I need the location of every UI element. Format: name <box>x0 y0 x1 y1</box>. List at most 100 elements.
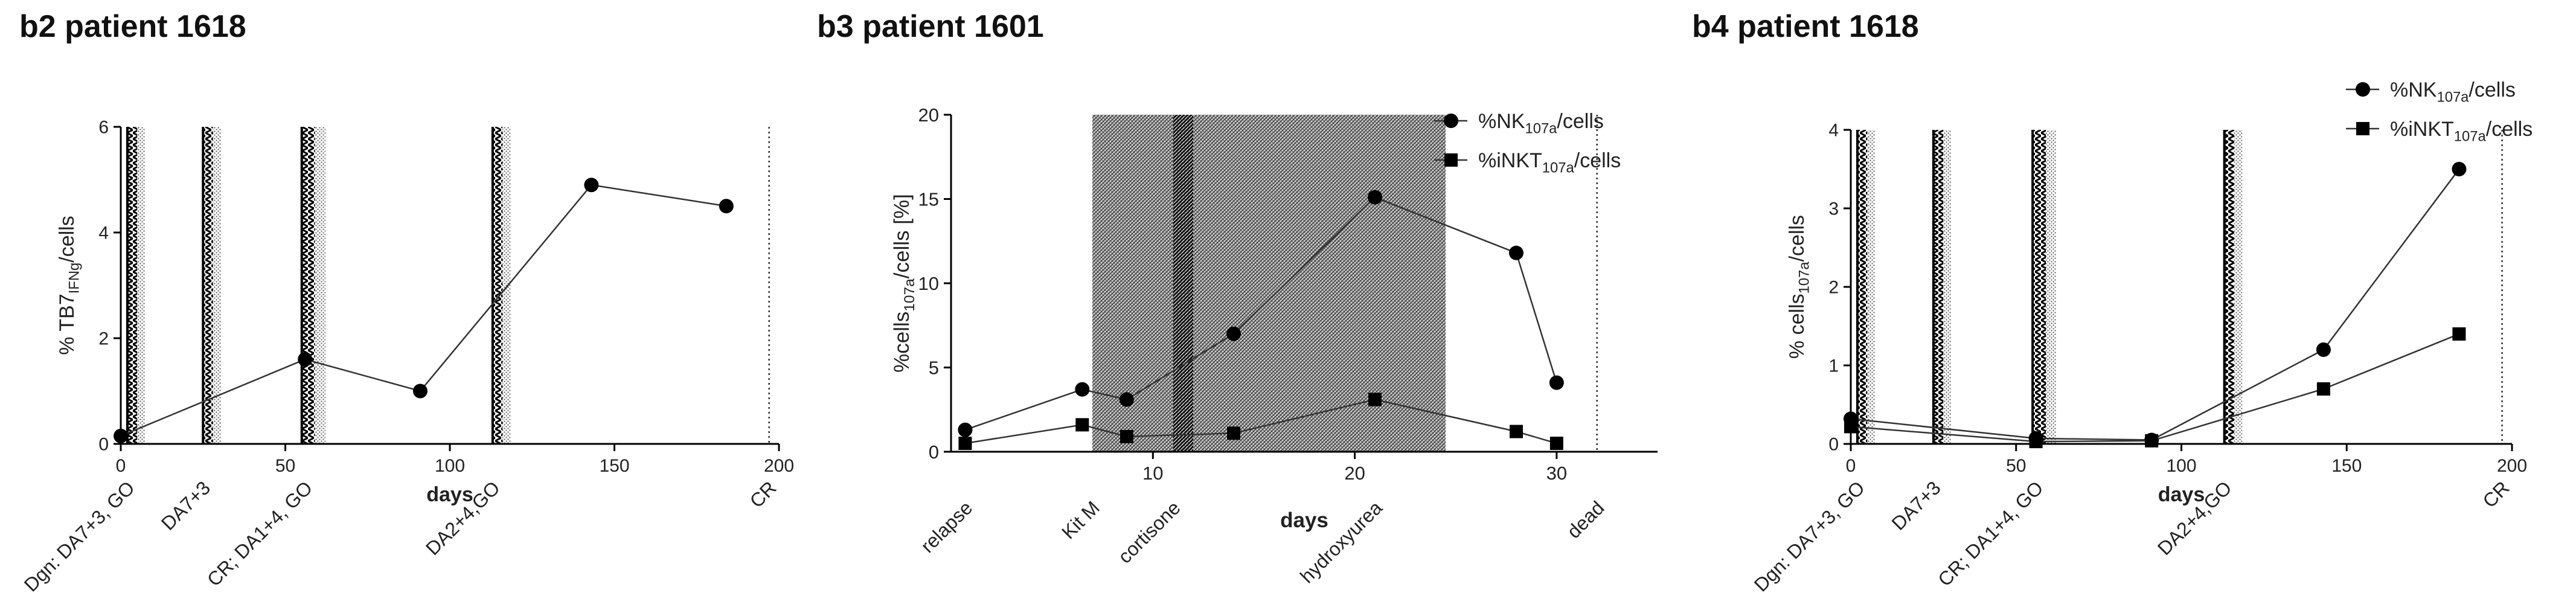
treatment-band-marker <box>301 127 315 444</box>
event-label: CR <box>745 477 780 512</box>
treatment-band-marker <box>127 127 138 444</box>
data-point-circle <box>719 199 734 214</box>
x-tick-label: 20 <box>1344 463 1365 484</box>
data-point-square <box>958 437 972 451</box>
event-label: cortisone <box>1113 496 1184 567</box>
x-axis-title: days <box>1280 509 1328 532</box>
data-point-circle <box>1075 382 1090 397</box>
y-tick-label: 4 <box>98 223 109 243</box>
data-point-circle <box>2316 342 2331 357</box>
legend-label: %NK107a/cells <box>1478 110 1604 137</box>
data-point-square <box>1227 426 1240 440</box>
treatment-band-marker <box>2033 130 2046 444</box>
data-point-circle <box>2452 162 2467 176</box>
data-point-square <box>1120 429 1133 443</box>
y-tick-label: 0 <box>929 441 939 463</box>
x-tick-label: 200 <box>764 456 794 476</box>
x-tick-label: 150 <box>2331 456 2362 476</box>
event-label: CR; DA1+4, GO <box>1934 477 2047 590</box>
treatment-band <box>1092 115 1446 452</box>
x-tick-label: 200 <box>2497 456 2527 476</box>
treatment-band-dotted <box>1943 130 1952 444</box>
data-point-circle <box>298 352 313 367</box>
y-axis-title: %cells107a/cells [%] <box>890 194 918 373</box>
x-tick-label: 150 <box>599 456 629 476</box>
data-point-square <box>1844 420 1857 434</box>
data-point-square <box>1368 393 1382 406</box>
y-tick-label: 2 <box>98 329 109 349</box>
treatment-band-marker <box>203 127 213 444</box>
event-label: dead <box>1563 496 1609 542</box>
treatment-band-dense <box>1173 115 1194 452</box>
chart-panel-1: 0 2 4 6 0 50 100 150 200 days % TB7IFNg/cells Dgn: … <box>20 118 794 596</box>
treatment-band-dotted <box>2046 130 2057 444</box>
event-label: relapse <box>917 496 977 557</box>
data-point-circle <box>1509 245 1523 260</box>
data-point-square <box>1510 425 1523 438</box>
data-point-square <box>1549 437 1563 451</box>
panel-title-b2: b2 patient 1618 <box>19 9 246 44</box>
data-point-circle <box>412 384 428 399</box>
data-point-circle <box>1226 326 1241 341</box>
event-label: Dgn: DA7+3, GO <box>20 477 139 595</box>
x-tick-label: 0 <box>1846 456 1856 476</box>
y-tick-label: 10 <box>918 273 939 294</box>
y-tick-label: 5 <box>929 357 939 378</box>
y-tick-label: 4 <box>1828 121 1839 141</box>
x-tick-label: 50 <box>2006 456 2026 476</box>
event-label: Dgn: DA7+3, GO <box>1750 477 1869 595</box>
legend-marker-square <box>1444 153 1458 167</box>
event-label: CR <box>2478 477 2513 512</box>
x-tick-label: 0 <box>116 456 126 476</box>
legend-marker-square <box>2356 122 2369 135</box>
data-point-square <box>2452 327 2466 341</box>
legend-label: %iNKT107a/cells <box>2390 118 2533 145</box>
data-point-square <box>1075 418 1089 432</box>
treatment-band-marker <box>2224 130 2235 444</box>
legend-marker-circle <box>1444 114 1458 128</box>
x-axis-title: days <box>2158 483 2205 506</box>
y-axis-title: % cells107a/cells <box>1786 215 1813 359</box>
y-tick-label: 15 <box>918 188 939 210</box>
data-point-square <box>2145 434 2159 448</box>
event-label: DA7+3 <box>157 477 214 534</box>
treatment-band-dotted <box>2234 130 2243 444</box>
treatment-band-marker <box>1857 130 1868 444</box>
panel-title-b3: b3 patient 1601 <box>817 9 1044 44</box>
legend-label: %iNKT107a/cells <box>1478 149 1621 176</box>
x-tick-label: 30 <box>1546 463 1567 484</box>
data-point-circle <box>584 178 599 193</box>
y-tick-label: 6 <box>98 118 109 138</box>
treatment-band-dotted <box>315 127 325 444</box>
data-point-circle <box>114 428 128 443</box>
data-point-square <box>2029 435 2043 449</box>
y-tick-label: 2 <box>1828 278 1839 298</box>
y-tick-label: 3 <box>1828 199 1839 219</box>
treatment-band-marker <box>1933 130 1944 444</box>
treatment-band-marker <box>492 127 503 444</box>
chart-panel-2: 0 5 10 15 20 10 20 30 days %cells107a/cells [%] re… <box>890 104 1658 587</box>
y-axis-title: % TB7IFNg/cells <box>56 216 83 355</box>
event-label: CR; DA1+4, GO <box>203 477 316 590</box>
treatment-band-dotted <box>213 127 221 444</box>
treatment-band-dotted <box>502 127 511 444</box>
data-point-circle <box>1119 392 1134 407</box>
y-tick-label: 20 <box>918 104 939 126</box>
event-label: Kit M <box>1057 496 1104 543</box>
data-point-square <box>2316 382 2330 396</box>
legend-marker-circle <box>2356 82 2370 97</box>
x-axis-title: days <box>426 483 473 506</box>
data-point-circle <box>1549 375 1564 390</box>
event-label: DA7+3 <box>1888 477 1945 534</box>
treatment-band-dotted <box>1867 130 1876 444</box>
chart-panel-3: 0 1 2 3 4 0 50 100 150 200 days % cells107a/cells Dg… <box>1750 79 2533 596</box>
treatment-band-dotted <box>137 127 146 444</box>
data-point-circle <box>1368 190 1382 205</box>
data-point-circle <box>958 422 973 437</box>
x-tick-label: 100 <box>2166 456 2196 476</box>
y-tick-label: 1 <box>1828 356 1839 376</box>
y-tick-label: 0 <box>1828 435 1839 455</box>
y-tick-label: 0 <box>98 435 109 455</box>
x-tick-label: 10 <box>1142 463 1163 484</box>
